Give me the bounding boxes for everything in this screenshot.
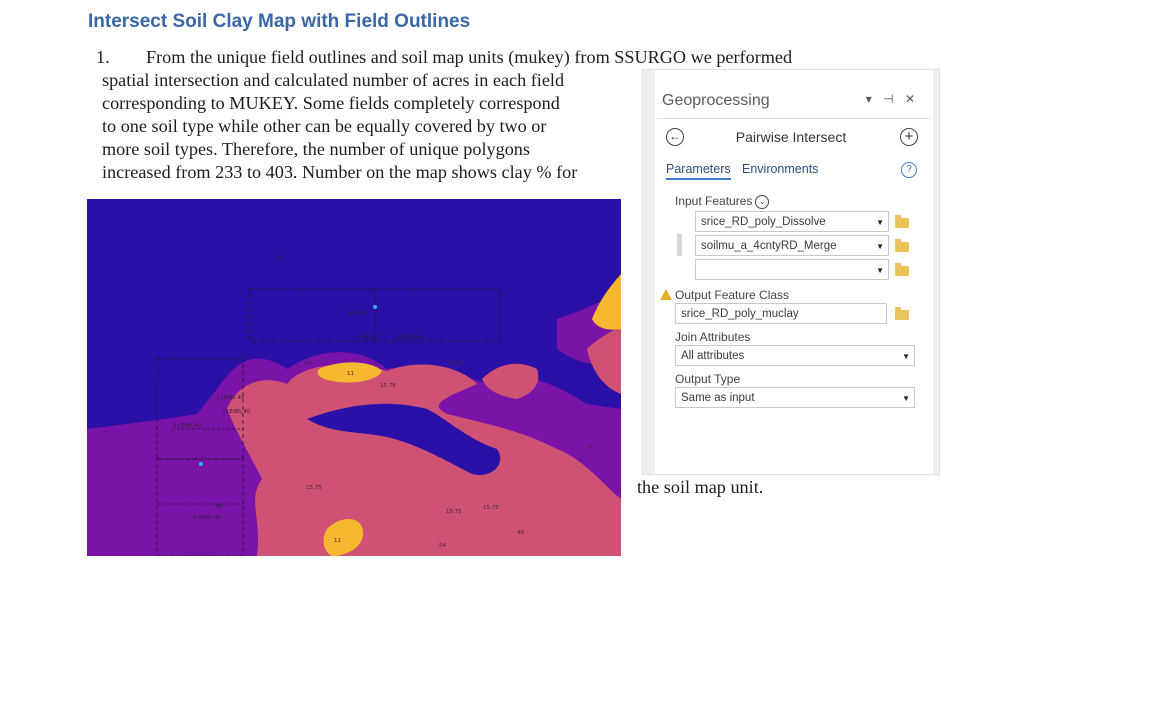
list-number: 1. (96, 47, 110, 67)
input-feature-3[interactable]: ▼ (695, 259, 889, 280)
clay-label: 40 (305, 361, 312, 367)
tab-parameters[interactable]: Parameters (666, 162, 731, 180)
clay-11-region (323, 519, 364, 556)
paragraph-line-1: 1. From the unique field outlines and soi… (96, 46, 792, 68)
geoprocessing-pane: Geoprocessing ▾ ⊣ ✕ ← Pairwise Intersect… (642, 69, 940, 475)
field-label: 2 LEVEL 40 (222, 409, 250, 415)
pane-scrollbar[interactable] (933, 70, 939, 474)
paragraph-line-4: to one soil type while other can be equa… (102, 116, 547, 136)
input-feature-2[interactable]: soilmu_a_4cntyRD_Merge ▼ (695, 235, 889, 256)
dropdown-caret-icon[interactable]: ▼ (902, 394, 910, 403)
field-marker (199, 462, 203, 466)
browse-folder-icon[interactable] (895, 215, 909, 228)
field-label: NTH 80 (349, 311, 368, 317)
join-attributes-label: Join Attributes (675, 330, 751, 344)
input-features-label: Input Features ⌄ (675, 194, 770, 209)
output-type-value: Same as input (681, 392, 755, 404)
clay-label: 40 (517, 530, 524, 536)
clay-label: 54 (277, 255, 284, 261)
clay-11-region (317, 362, 382, 383)
clay-1575-region (587, 327, 621, 394)
input-features-label-text: Input Features (675, 194, 753, 208)
field-label: 40 (216, 504, 222, 510)
clay-40-region (192, 439, 231, 495)
join-attributes-select[interactable]: All attributes ▼ (675, 345, 915, 366)
browse-folder-icon[interactable] (895, 307, 909, 320)
field-marker (373, 305, 377, 309)
warning-icon (660, 289, 672, 300)
field-label: 3 LEVEL 40 (173, 423, 201, 429)
paragraph-line-5: more soil types. Therefore, the number o… (102, 139, 530, 159)
clay-label: 15.75 (380, 383, 396, 389)
paragraph-tail: the soil map unit. (637, 477, 764, 497)
browse-folder-icon[interactable] (895, 263, 909, 276)
divider (657, 118, 931, 119)
tool-title: Pairwise Intersect (735, 129, 847, 145)
pane-left-edge (643, 70, 655, 474)
clay-label: 15.75 (446, 509, 462, 515)
input-feature-1[interactable]: srice_RD_poly_Dissolve ▼ (695, 211, 889, 232)
paragraph-line-2: spatial intersection and calculated numb… (102, 70, 565, 90)
clay-1575-region (482, 363, 539, 399)
clay-1575-region (227, 364, 621, 556)
clay-label: 15.75 (449, 361, 465, 367)
clay-label: 11 (347, 371, 354, 377)
output-feature-class-field[interactable]: srice_RD_poly_muclay (675, 303, 887, 324)
help-icon[interactable]: ? (901, 162, 917, 178)
input-feature-1-value: srice_RD_poly_Dissolve (701, 216, 826, 228)
dropdown-caret-icon[interactable]: ▼ (876, 242, 884, 251)
field-label: NTH 80 (359, 335, 378, 341)
dropdown-caret-icon[interactable]: ▼ (876, 218, 884, 227)
paragraph-line-6: increased from 233 to 403. Number on the… (102, 162, 578, 182)
browse-folder-icon[interactable] (895, 239, 909, 252)
back-icon[interactable]: ← (666, 128, 684, 146)
clay-label: 11 (334, 538, 341, 544)
output-type-label: Output Type (675, 372, 741, 386)
clay-label: 15.75 (306, 485, 322, 491)
pane-title: Geoprocessing (662, 92, 770, 109)
join-attributes-value: All attributes (681, 350, 745, 362)
clay-11-region (592, 274, 621, 330)
soil-clay-map: 54 54 40 40 40 11 11 15.75 15.75 15.75 1… (87, 199, 621, 556)
dropdown-caret-icon[interactable]: ▼ (876, 266, 884, 275)
soil-map-svg: 54 54 40 40 40 11 11 15.75 15.75 15.75 1… (87, 199, 621, 556)
output-feature-class-label: Output Feature Class (675, 288, 790, 302)
input-feature-2-value: soilmu_a_4cntyRD_Merge (701, 240, 837, 252)
paragraph-text-1: From the unique field outlines and soil … (146, 47, 793, 67)
field-label: 0 LEVEL 40 (193, 515, 221, 521)
clay-54-channel (307, 403, 501, 475)
field-label: 1 LEVEL 40 (216, 395, 244, 401)
clay-label: 40 (587, 445, 594, 451)
tab-environments[interactable]: Environments (742, 162, 819, 176)
field-label: SOUTH 80 (397, 335, 423, 341)
collapse-icon[interactable]: ⌄ (755, 194, 770, 209)
clay-label: 54 (439, 543, 446, 549)
page-title: Intersect Soil Clay Map with Field Outli… (88, 11, 471, 32)
row-drag-handle[interactable] (677, 234, 682, 256)
clay-label: 15.75 (483, 505, 499, 511)
dropdown-caret-icon[interactable]: ▼ (902, 352, 910, 361)
add-icon[interactable]: + (900, 128, 918, 146)
window-controls[interactable]: ▾ ⊣ ✕ (865, 92, 919, 106)
paragraph-line-3: corresponding to MUKEY. Some fields comp… (102, 93, 560, 113)
field-outline (156, 458, 244, 556)
output-type-select[interactable]: Same as input ▼ (675, 387, 915, 408)
field-outline (156, 358, 244, 460)
